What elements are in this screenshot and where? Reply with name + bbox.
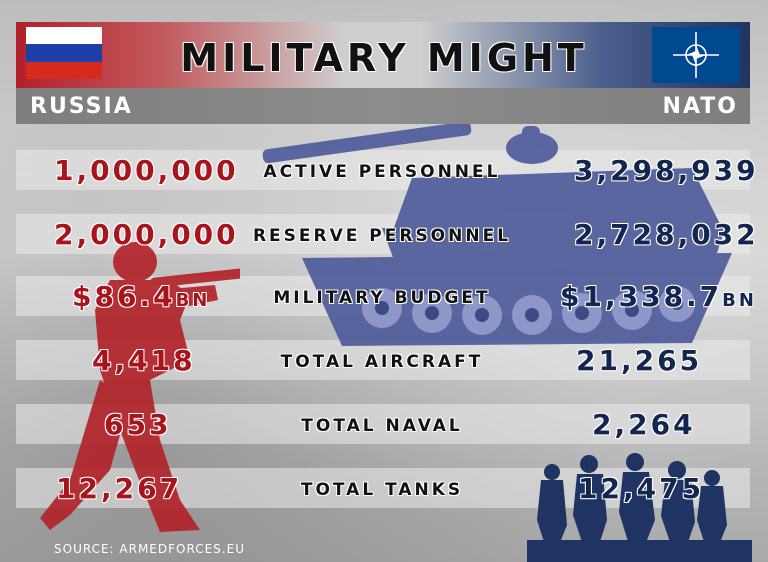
nato-value: 21,265 [576, 344, 703, 377]
nato-value: $1,338.7BN [560, 280, 757, 313]
russia-value: 653 [104, 408, 172, 441]
russia-value: 2,000,000 [54, 218, 239, 251]
tank-icon [262, 121, 732, 346]
title-banner [16, 22, 750, 88]
nato-value: 2,264 [592, 408, 696, 441]
subheader-bar [16, 88, 750, 124]
metric-label: ACTIVE PERSONNEL [263, 162, 501, 182]
russia-flag-icon [26, 27, 102, 79]
nato-value: 12,475 [578, 472, 705, 505]
russia-label: RUSSIA [30, 94, 133, 119]
metric-label: TOTAL AIRCRAFT [280, 352, 484, 372]
nato-label: NATO [662, 94, 738, 119]
nato-flag-icon [652, 27, 740, 83]
page-title: MILITARY MIGHT [180, 36, 588, 80]
source-credit: SOURCE: ARMEDFORCES.EU [54, 542, 245, 556]
troops-icon [527, 453, 752, 562]
soldier-icon [40, 242, 240, 532]
metric-label: MILITARY BUDGET [273, 288, 491, 308]
nato-value: 3,298,939 [574, 154, 759, 187]
nato-value: 2,728,032 [574, 218, 759, 251]
metric-label: TOTAL TANKS [300, 480, 464, 500]
russia-value: 4,418 [92, 344, 196, 377]
russia-value: $86.4BN [72, 280, 211, 313]
russia-value: 12,267 [56, 472, 183, 505]
metric-label: TOTAL NAVAL [301, 416, 463, 436]
russia-value: 1,000,000 [54, 154, 239, 187]
metric-label: RESERVE PERSONNEL [252, 226, 512, 246]
